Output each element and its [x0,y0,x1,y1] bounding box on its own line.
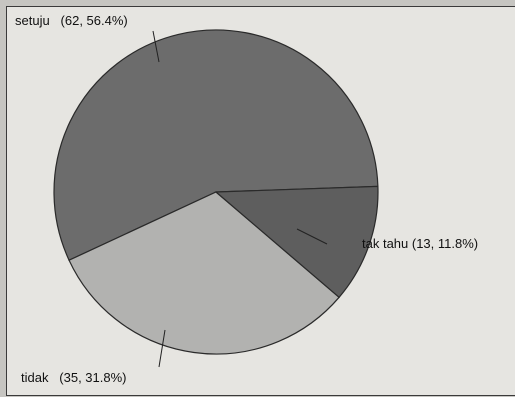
leader-line-setuju [152,30,160,63]
pie-chart-panel: setuju (62, 56.4%) tidak (35, 31.8%) tak t… [6,6,515,396]
leader-line-tidak [158,329,166,368]
leader-line-tak-tahu [296,228,328,245]
slice-label-setuju: setuju (62, 56.4%) [15,13,128,28]
slice-label-tak-tahu: tak tahu (13, 11.8%) [362,236,478,251]
pie-slice-tidak [68,191,340,355]
pie-slice-tak-tahu [214,185,379,299]
pie-slice-setuju [53,29,379,262]
slice-label-tidak: tidak (35, 31.8%) [21,370,127,385]
pie-chart: setuju (62, 56.4%) tidak (35, 31.8%) tak t… [15,13,478,385]
